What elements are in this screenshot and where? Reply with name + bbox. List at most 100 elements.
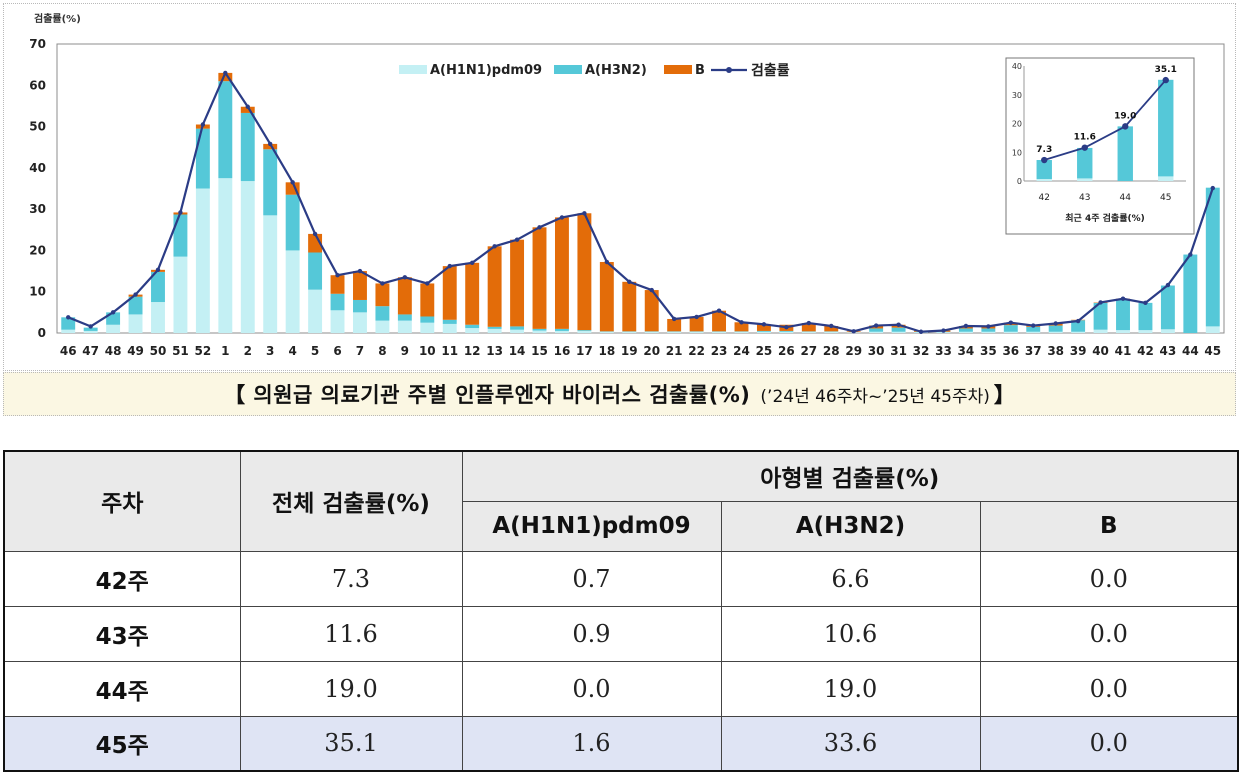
week-cell: 42주: [3, 550, 241, 607]
bar-h1n1: [308, 289, 323, 333]
inset-bar-h1n1: [1158, 176, 1174, 181]
legend-h1n1-label: A(H1N1)pdm09: [430, 63, 542, 78]
bar-b: [734, 322, 749, 332]
h1n1-cell: 1.6: [461, 715, 722, 772]
bar-h1n1: [240, 181, 255, 333]
x-tick-label: 15: [531, 344, 548, 358]
chart-caption: 【 의원급 의료기관 주별 인플루엔자 바이러스 검출률(%) (’24년 46…: [3, 372, 1236, 416]
point-total-rate: [851, 329, 856, 334]
bar-h3n2: [195, 128, 210, 189]
point-total-rate: [469, 260, 475, 266]
bar-h3n2: [554, 328, 569, 331]
x-tick-label: 3: [266, 344, 274, 358]
inset-x-tick-label: 45: [1160, 193, 1171, 203]
x-tick-label: 23: [711, 344, 728, 358]
bar-b: [510, 239, 525, 327]
caption-period: (’24년 46주차~’25년 45주차): [760, 386, 990, 407]
bar-b: [599, 261, 614, 332]
x-tick-label: 24: [733, 344, 750, 358]
bar-h3n2: [1205, 187, 1220, 327]
y-tick-label: 70: [29, 37, 46, 51]
header-h3n2: A(H3N2): [720, 500, 981, 552]
point-total-rate: [1120, 296, 1126, 301]
bar-h3n2: [218, 81, 233, 179]
bar-h3n2: [891, 327, 906, 332]
inset-x-tick-label: 44: [1120, 193, 1132, 203]
bar-b: [824, 325, 839, 332]
x-tick-label: 29: [845, 344, 862, 358]
bar-h3n2: [532, 328, 547, 331]
header-week: 주차: [3, 450, 241, 552]
inset-bar-h1n1: [1077, 178, 1093, 181]
bar-h3n2: [869, 328, 884, 332]
bar-b: [353, 271, 367, 300]
bar-h3n2: [375, 306, 390, 321]
x-tick-label: 19: [621, 344, 638, 358]
bar-b: [465, 262, 480, 325]
b-cell: 0.0: [979, 605, 1239, 662]
x-tick-label: 36: [1002, 344, 1019, 358]
legend-h3n2-swatch: [554, 65, 582, 74]
bar-h3n2: [779, 330, 794, 332]
point-total-rate: [694, 314, 699, 320]
bar-h1n1: [195, 188, 210, 333]
bar-h3n2: [83, 327, 98, 331]
point-total-rate: [963, 323, 969, 329]
table-row: 43주 11.6 0.9 10.6 0.0: [3, 605, 1239, 662]
point-total-rate: [806, 320, 812, 326]
point-total-rate: [492, 244, 497, 249]
bar-h1n1: [801, 331, 816, 333]
b-cell: 0.0: [979, 715, 1239, 772]
bar-h1n1: [1048, 331, 1063, 333]
x-tick-label: 18: [598, 344, 615, 358]
line-total-rate: [67, 71, 1214, 333]
point-total-rate: [537, 225, 542, 230]
x-tick-label: 50: [150, 344, 167, 358]
point-total-rate: [1143, 300, 1148, 306]
bar-h3n2: [981, 328, 996, 332]
point-total-rate: [1053, 321, 1058, 326]
point-total-rate: [66, 315, 71, 320]
bar-b: [375, 283, 390, 307]
bar-h1n1: [1003, 331, 1018, 333]
point-total-rate: [1075, 318, 1081, 324]
point-total-rate: [559, 215, 565, 220]
bar-h1n1: [487, 328, 502, 333]
inset-point-total: [1081, 144, 1088, 151]
bar-h1n1: [622, 331, 637, 333]
bar-h1n1: [532, 330, 547, 333]
total-cell: 35.1: [239, 715, 463, 772]
x-tick-label: 25: [756, 344, 773, 358]
bar-h1n1: [577, 330, 592, 333]
inset-bar-h3n2: [1158, 79, 1174, 177]
bar-h3n2: [577, 330, 592, 331]
bar-h3n2: [1071, 320, 1086, 332]
bar-h3n2: [353, 299, 367, 313]
bar-h3n2: [1003, 325, 1018, 332]
bar-h3n2: [1183, 254, 1198, 333]
bar-h1n1: [891, 331, 906, 333]
x-tick-label: 4: [288, 344, 296, 358]
bar-h1n1: [375, 320, 390, 333]
inset-y-tick-label: 20: [1012, 120, 1022, 129]
x-tick-label: 43: [1160, 344, 1177, 358]
header-b: B: [979, 500, 1239, 552]
bar-b: [622, 281, 637, 332]
bar-h3n2: [61, 317, 76, 330]
bar-h1n1: [869, 331, 884, 333]
point-total-rate: [380, 281, 385, 286]
bar-h1n1: [644, 331, 659, 333]
x-tick-label: 10: [419, 344, 436, 358]
point-total-rate: [133, 292, 138, 297]
bar-b: [442, 266, 457, 320]
point-total-rate: [1008, 320, 1013, 325]
bar-h1n1: [106, 324, 121, 333]
legend-b-swatch: [664, 65, 692, 74]
bar-h1n1: [128, 314, 143, 333]
point-total-rate: [335, 273, 340, 278]
bar-b: [487, 246, 502, 327]
bar-h1n1: [554, 330, 569, 333]
bar-h1n1: [824, 331, 839, 333]
h3n2-cell: 6.6: [720, 550, 981, 607]
bar-h3n2: [442, 319, 457, 324]
